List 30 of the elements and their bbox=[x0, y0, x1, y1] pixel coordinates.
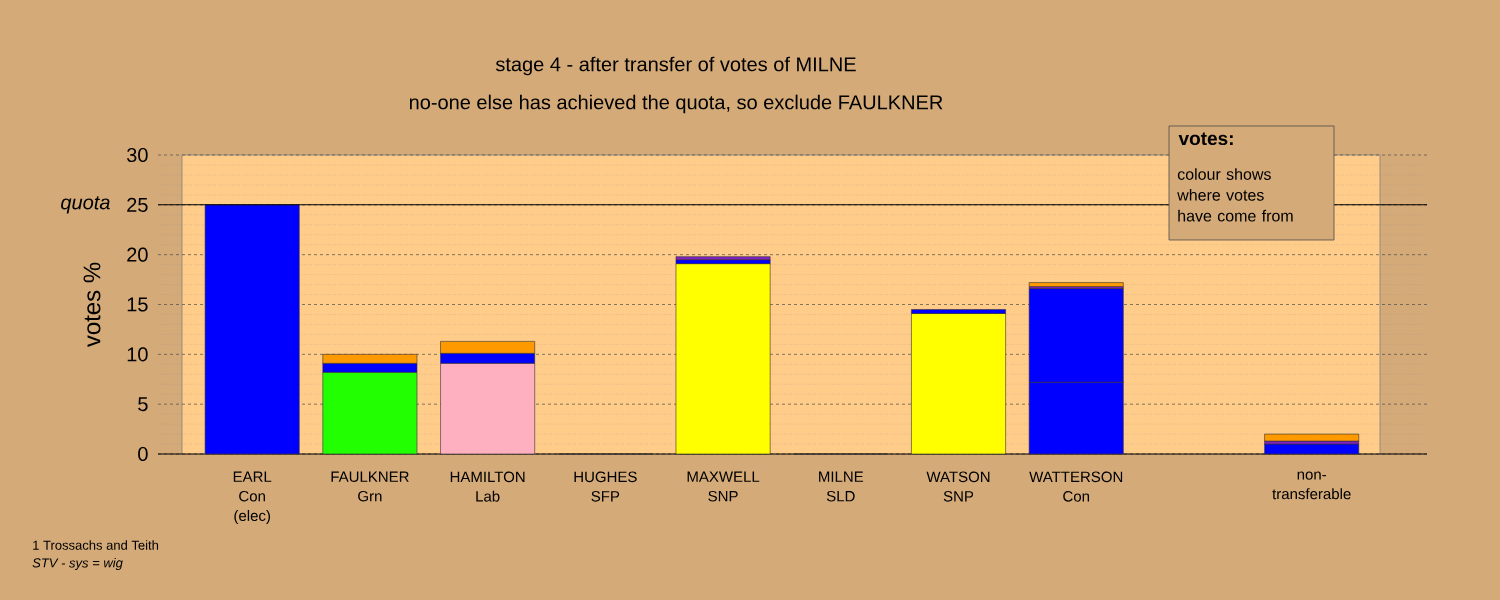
y-tick-label: 5 bbox=[138, 397, 148, 412]
bar bbox=[675, 263, 771, 455]
y-tick-label: 15 bbox=[127, 297, 148, 312]
x-tick-label: non- transferable bbox=[1272, 471, 1351, 500]
bar bbox=[911, 313, 1006, 455]
y-tick-label: 25 bbox=[127, 197, 148, 212]
y-tick-label: 30 bbox=[126, 147, 148, 163]
chart-title: stage 4 - after transfer of votes of MILNE bbox=[495, 56, 856, 76]
x-tick-label: EARL Con (elec) bbox=[233, 471, 272, 524]
x-tick-label: WATSON SNP bbox=[926, 471, 990, 502]
text: votes: bbox=[1178, 132, 1233, 146]
bar bbox=[1264, 433, 1360, 442]
bar bbox=[1028, 282, 1124, 287]
y-axis-title: votes % bbox=[83, 262, 101, 348]
chart-subtitle: no-one else has achieved the quota, so exclude FAULKNER bbox=[409, 94, 943, 114]
y-tick-label: 0 bbox=[138, 446, 148, 462]
bar bbox=[675, 256, 771, 260]
text: 1 Trossachs and Teith bbox=[33, 540, 159, 550]
y-tick-label: 20 bbox=[127, 247, 148, 262]
y-tick-label: 10 bbox=[127, 347, 148, 362]
ref-line-label: quota bbox=[61, 196, 110, 214]
text: STV - sys = wig bbox=[32, 557, 123, 571]
x-tick-label: HAMILTON Lab bbox=[450, 471, 525, 502]
x-tick-label: HUGHES SFP bbox=[574, 471, 637, 502]
x-tick-label: WATTERSON Con bbox=[1029, 471, 1123, 502]
annotation: colour shows where votes have come from bbox=[1177, 168, 1293, 222]
x-tick-label: FAULKNER Grn bbox=[331, 471, 409, 502]
bar bbox=[1264, 443, 1360, 455]
x-tick-label: MAXWELL SNP bbox=[687, 471, 760, 502]
x-tick-label: MILNE SLD bbox=[819, 471, 864, 502]
